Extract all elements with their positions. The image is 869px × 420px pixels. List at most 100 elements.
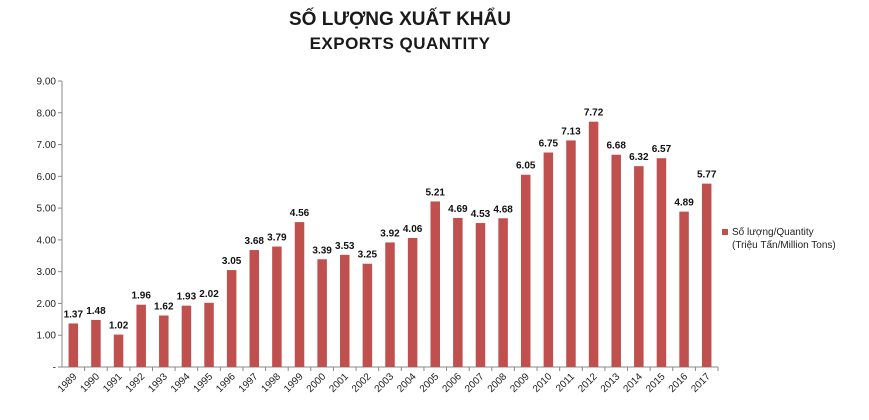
bar	[362, 263, 373, 367]
x-tick-label: 2015	[644, 371, 668, 395]
x-tick-label: 1993	[146, 371, 170, 395]
y-tick-label: 6.00	[37, 172, 57, 183]
bar	[340, 254, 350, 367]
y-tick-label: 5.00	[37, 204, 57, 215]
data-label: 1.02	[109, 321, 129, 332]
x-tick-label: 1991	[101, 371, 125, 395]
data-label: 3.68	[245, 236, 265, 247]
legend-label-line1: Số lượng/Quantity	[732, 226, 814, 238]
data-label: 1.37	[64, 309, 84, 320]
bar	[91, 319, 101, 367]
chart-title-line2: EXPORTS QUANTITY	[309, 34, 491, 53]
data-label: 6.68	[606, 141, 626, 152]
data-label: 4.06	[403, 224, 423, 235]
x-tick-label: 2004	[395, 371, 419, 395]
data-label: 6.32	[629, 152, 649, 163]
bar	[679, 211, 689, 367]
bar	[226, 270, 237, 367]
bar	[475, 223, 486, 367]
data-label: 3.25	[358, 250, 378, 261]
data-label: 7.72	[584, 108, 604, 119]
x-tick-label: 2012	[576, 371, 600, 395]
legend-label-line2: (Triệu Tấn/Million Tons)	[732, 239, 836, 251]
x-tick-label: 2006	[440, 371, 464, 395]
bar	[113, 334, 124, 367]
bar	[181, 305, 192, 367]
x-tick-label: 1997	[237, 371, 261, 395]
x-tick-label: 2014	[621, 371, 645, 395]
data-label: 3.53	[335, 241, 355, 252]
x-tick-label: 2010	[531, 371, 555, 395]
bar	[634, 166, 644, 367]
y-tick-label: 1.00	[37, 331, 57, 342]
data-label: 3.79	[267, 233, 287, 244]
y-tick-label: 8.00	[37, 108, 57, 119]
x-tick-label: 1989	[56, 371, 80, 395]
bar	[317, 259, 327, 367]
data-label: 4.68	[493, 204, 513, 215]
bar	[520, 174, 531, 367]
y-tick-label: 3.00	[37, 267, 57, 278]
x-tick-label: 1994	[169, 371, 193, 395]
x-tick-label: 2016	[667, 371, 691, 395]
x-tick-label: 2013	[599, 371, 623, 395]
bar	[588, 121, 599, 367]
x-tick-label: 2009	[508, 371, 532, 395]
legend-swatch	[722, 229, 728, 235]
data-label: 3.92	[380, 228, 400, 239]
data-label: 6.57	[652, 144, 672, 155]
bar	[701, 183, 712, 367]
data-label: 4.56	[290, 208, 310, 219]
bar	[543, 152, 554, 367]
chart-title: SỐ LƯỢNG XUẤT KHẨU EXPORTS QUANTITY	[0, 8, 800, 56]
bar	[611, 154, 621, 367]
bar	[136, 304, 146, 367]
x-tick-label: 1990	[79, 371, 103, 395]
bar	[68, 323, 79, 367]
data-label: 6.75	[539, 139, 559, 150]
data-label: 6.05	[516, 161, 536, 172]
chart-bars: 1.37 1.481.02 1.961.621.93 2.02 3.053.68 3.79…	[64, 108, 717, 367]
y-tick-label: 7.00	[37, 140, 57, 151]
bar	[430, 201, 440, 367]
x-tick-label: 2007	[463, 371, 487, 395]
x-tick-label: 1998	[260, 371, 284, 395]
y-tick-label: 4.00	[37, 235, 57, 246]
data-label: 3.39	[312, 245, 332, 256]
y-tick-label: -	[53, 363, 56, 374]
bar	[566, 140, 576, 367]
x-tick-label: 2008	[486, 371, 510, 395]
bar	[656, 158, 667, 367]
data-label: 4.69	[448, 204, 468, 215]
data-label: 3.05	[222, 256, 242, 267]
x-tick-label: 2001	[327, 371, 351, 395]
x-tick-label: 2003	[373, 371, 397, 395]
x-tick-label: 2011	[554, 371, 577, 394]
data-label: 1.62	[154, 302, 174, 313]
chart-title-line1: SỐ LƯỢNG XUẤT KHẨU	[289, 9, 511, 30]
x-tick-label: 1992	[124, 371, 148, 395]
x-tick-label: 2002	[350, 371, 374, 395]
data-label: 5.77	[697, 170, 717, 181]
x-tick-label: 1996	[214, 371, 238, 395]
data-label: 4.53	[471, 209, 491, 220]
x-tick-label: 2005	[418, 371, 442, 395]
bar	[159, 315, 169, 367]
data-label: 1.93	[177, 292, 197, 303]
bar	[294, 222, 305, 367]
bar	[249, 250, 260, 367]
data-label: 2.02	[199, 289, 219, 300]
data-label: 4.89	[674, 198, 694, 209]
bar	[453, 217, 463, 367]
bar	[385, 242, 395, 367]
x-tick-label: 1999	[282, 371, 306, 395]
data-label: 1.96	[131, 291, 151, 302]
x-tick-label: 2000	[305, 371, 329, 395]
x-tick-label: 1995	[192, 371, 216, 395]
y-tick-label: 9.00	[37, 77, 57, 88]
bar	[272, 246, 282, 367]
chart-legend: Số lượng/Quantity (Triệu Tấn/Million Ton…	[722, 226, 836, 251]
y-tick-label: 2.00	[37, 299, 57, 310]
bar	[498, 218, 508, 367]
